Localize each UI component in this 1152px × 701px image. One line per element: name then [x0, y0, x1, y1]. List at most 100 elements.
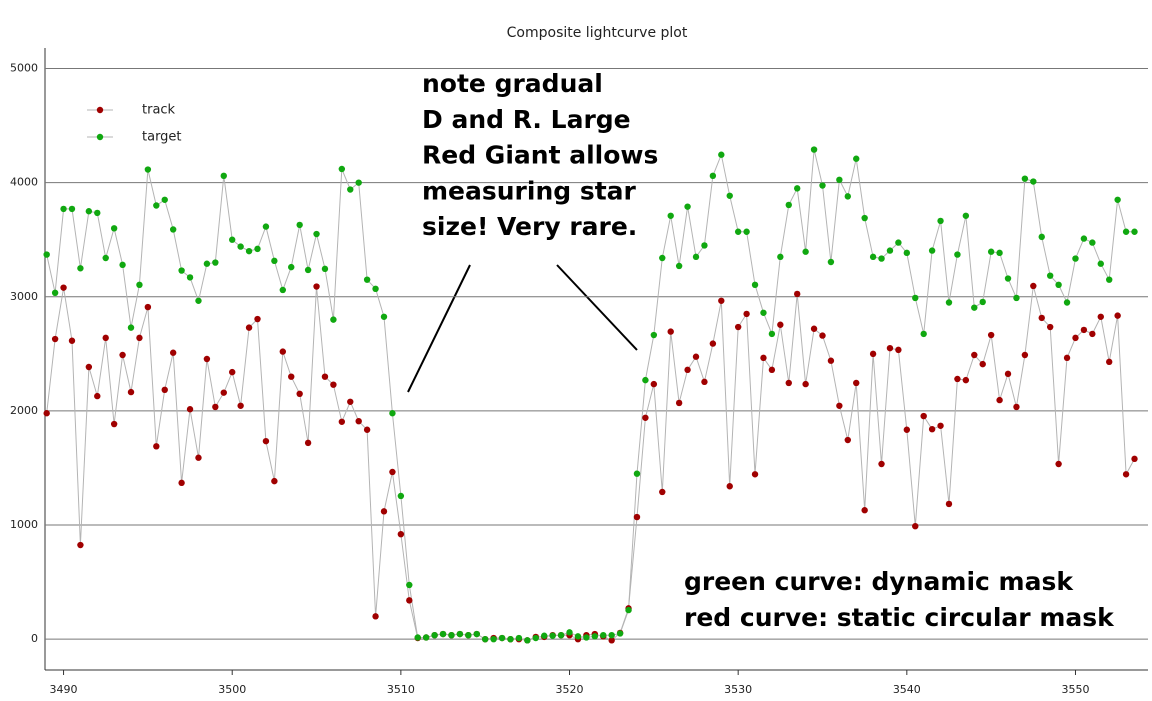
y-tick-label: 2000 — [10, 404, 38, 417]
data-point — [777, 253, 784, 261]
data-point — [692, 253, 700, 261]
data-point — [945, 299, 953, 306]
data-point — [1097, 313, 1104, 320]
data-point — [844, 436, 851, 444]
x-tick-label: 3540 — [893, 683, 921, 696]
data-point — [1055, 281, 1062, 289]
data-point — [498, 634, 506, 642]
data-point — [954, 251, 961, 258]
data-point — [406, 597, 413, 604]
data-point — [77, 541, 84, 549]
data-point — [203, 260, 211, 267]
data-point — [271, 477, 278, 485]
data-point — [119, 351, 126, 359]
data-point — [144, 166, 152, 173]
data-point — [633, 513, 641, 521]
data-point — [448, 631, 455, 639]
data-point — [1106, 358, 1113, 366]
data-point — [110, 225, 118, 232]
data-point — [726, 483, 733, 490]
data-point — [836, 402, 843, 409]
data-point — [414, 634, 421, 641]
data-point — [161, 386, 168, 394]
data-point — [304, 439, 312, 447]
data-point — [633, 470, 641, 477]
data-point — [810, 146, 818, 153]
data-point — [734, 228, 742, 235]
data-point — [532, 634, 539, 642]
data-point — [153, 443, 160, 450]
data-point — [304, 266, 312, 274]
legend-label: target — [142, 130, 182, 145]
data-point — [203, 355, 211, 363]
annotation: red curve: static circular mask — [684, 603, 1115, 632]
data-point — [793, 290, 801, 298]
data-point — [625, 606, 632, 614]
y-tick-label: 4000 — [10, 176, 38, 189]
data-point — [397, 492, 405, 500]
data-point — [254, 245, 261, 253]
data-point — [169, 226, 177, 233]
data-point — [262, 223, 270, 230]
data-point — [996, 249, 1003, 257]
data-point — [1122, 228, 1130, 235]
data-point — [861, 507, 868, 514]
data-point — [94, 209, 101, 217]
data-point — [363, 426, 371, 433]
data-point — [153, 202, 160, 209]
data-point — [962, 212, 970, 219]
data-point — [777, 321, 784, 328]
data-point — [330, 381, 337, 388]
data-point — [903, 426, 911, 433]
data-point — [355, 179, 362, 186]
data-point — [844, 193, 851, 200]
data-point — [971, 304, 978, 311]
data-point — [161, 196, 168, 203]
data-point — [734, 323, 742, 331]
data-point — [127, 324, 135, 331]
data-point — [60, 205, 67, 213]
data-point — [971, 351, 978, 359]
data-point — [51, 335, 59, 343]
data-point — [701, 378, 708, 386]
data-point — [912, 294, 919, 302]
data-point — [920, 412, 927, 420]
data-point — [262, 437, 270, 445]
data-point — [507, 635, 514, 643]
data-point — [136, 334, 143, 342]
chart-title: Composite lightcurve plot — [507, 25, 688, 41]
data-point — [389, 410, 396, 417]
data-point — [827, 258, 835, 266]
data-point — [928, 247, 936, 254]
data-point — [920, 330, 927, 338]
data-point — [1114, 312, 1121, 319]
data-point — [853, 379, 860, 387]
data-point — [869, 350, 877, 358]
data-point — [212, 259, 219, 266]
data-point — [85, 363, 93, 371]
data-point — [701, 242, 708, 249]
data-point — [659, 254, 666, 262]
data-point — [886, 247, 894, 254]
data-point — [1131, 228, 1138, 235]
data-point — [937, 422, 944, 429]
data-point — [726, 192, 733, 199]
data-point — [195, 297, 202, 304]
x-tick-label: 3500 — [218, 683, 246, 696]
data-point — [751, 281, 759, 289]
data-point — [245, 247, 253, 255]
data-point — [60, 284, 67, 291]
data-point — [1004, 275, 1012, 282]
data-point — [178, 267, 185, 274]
arrow — [556, 264, 638, 351]
data-point — [220, 389, 227, 396]
data-point — [330, 316, 337, 323]
series-line — [46, 149, 1135, 641]
data-point — [397, 530, 405, 538]
data-point — [819, 182, 826, 189]
data-point — [127, 388, 135, 396]
data-point — [271, 257, 278, 265]
x-tick-label: 3550 — [1061, 683, 1089, 696]
data-point — [785, 379, 792, 387]
data-point — [321, 265, 329, 273]
